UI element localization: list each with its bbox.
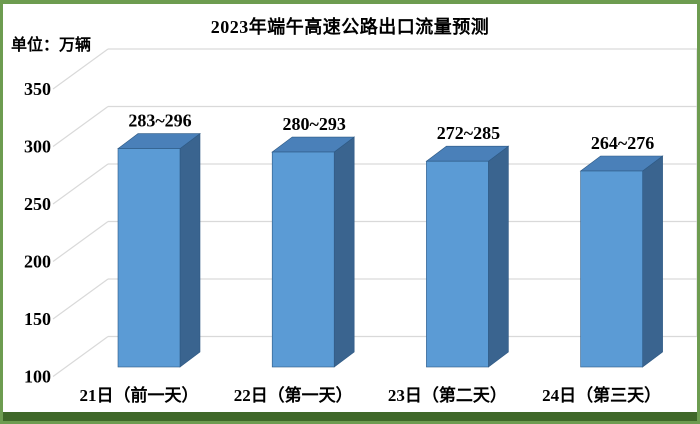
bar-side-face	[488, 145, 509, 368]
y-axis-tick-label: 100	[24, 367, 51, 387]
y-axis-tick-label: 300	[24, 137, 51, 157]
bar-side-face	[333, 136, 355, 368]
x-axis-category-label: 24日（第三天）	[542, 385, 661, 405]
bar-front-face	[271, 151, 335, 368]
y-axis-tick-label: 150	[24, 309, 51, 329]
plot-area: 100 150 200 250 300 350 283~296 21日（前一天） 280~293…	[24, 48, 697, 405]
gridline-diagonal	[52, 221, 109, 262]
bar-front-face	[426, 160, 489, 368]
gridline-diagonal	[52, 336, 109, 377]
y-axis-tick-label: 200	[24, 252, 51, 272]
bar-front-face	[117, 148, 181, 368]
gridline-diagonal	[52, 278, 109, 320]
bar-value-label: 283~296	[128, 111, 191, 131]
bar-side-face	[179, 132, 201, 368]
y-axis-tick-label: 350	[24, 79, 51, 99]
y-axis-tick-label: 250	[24, 194, 51, 214]
chart-title: 2023年端午高速公路出口流量预测	[210, 17, 490, 37]
bar-value-label: 280~293	[283, 114, 346, 134]
x-axis-category-label: 23日（第二天）	[388, 385, 507, 405]
bar-front-face	[580, 170, 643, 368]
bar-value-label: 264~276	[591, 133, 654, 153]
bottom-border-band	[3, 412, 697, 421]
gridline-diagonal	[52, 163, 109, 205]
bar-value-label: 272~285	[437, 123, 500, 143]
x-axis-category-label: 21日（前一天）	[80, 385, 199, 405]
unit-label: 单位：万辆	[11, 37, 92, 54]
bar-side-face	[642, 155, 663, 368]
gridline-diagonal	[52, 48, 109, 90]
gridline-diagonal	[52, 106, 109, 147]
x-axis-category-label: 22日（第一天）	[234, 385, 353, 405]
